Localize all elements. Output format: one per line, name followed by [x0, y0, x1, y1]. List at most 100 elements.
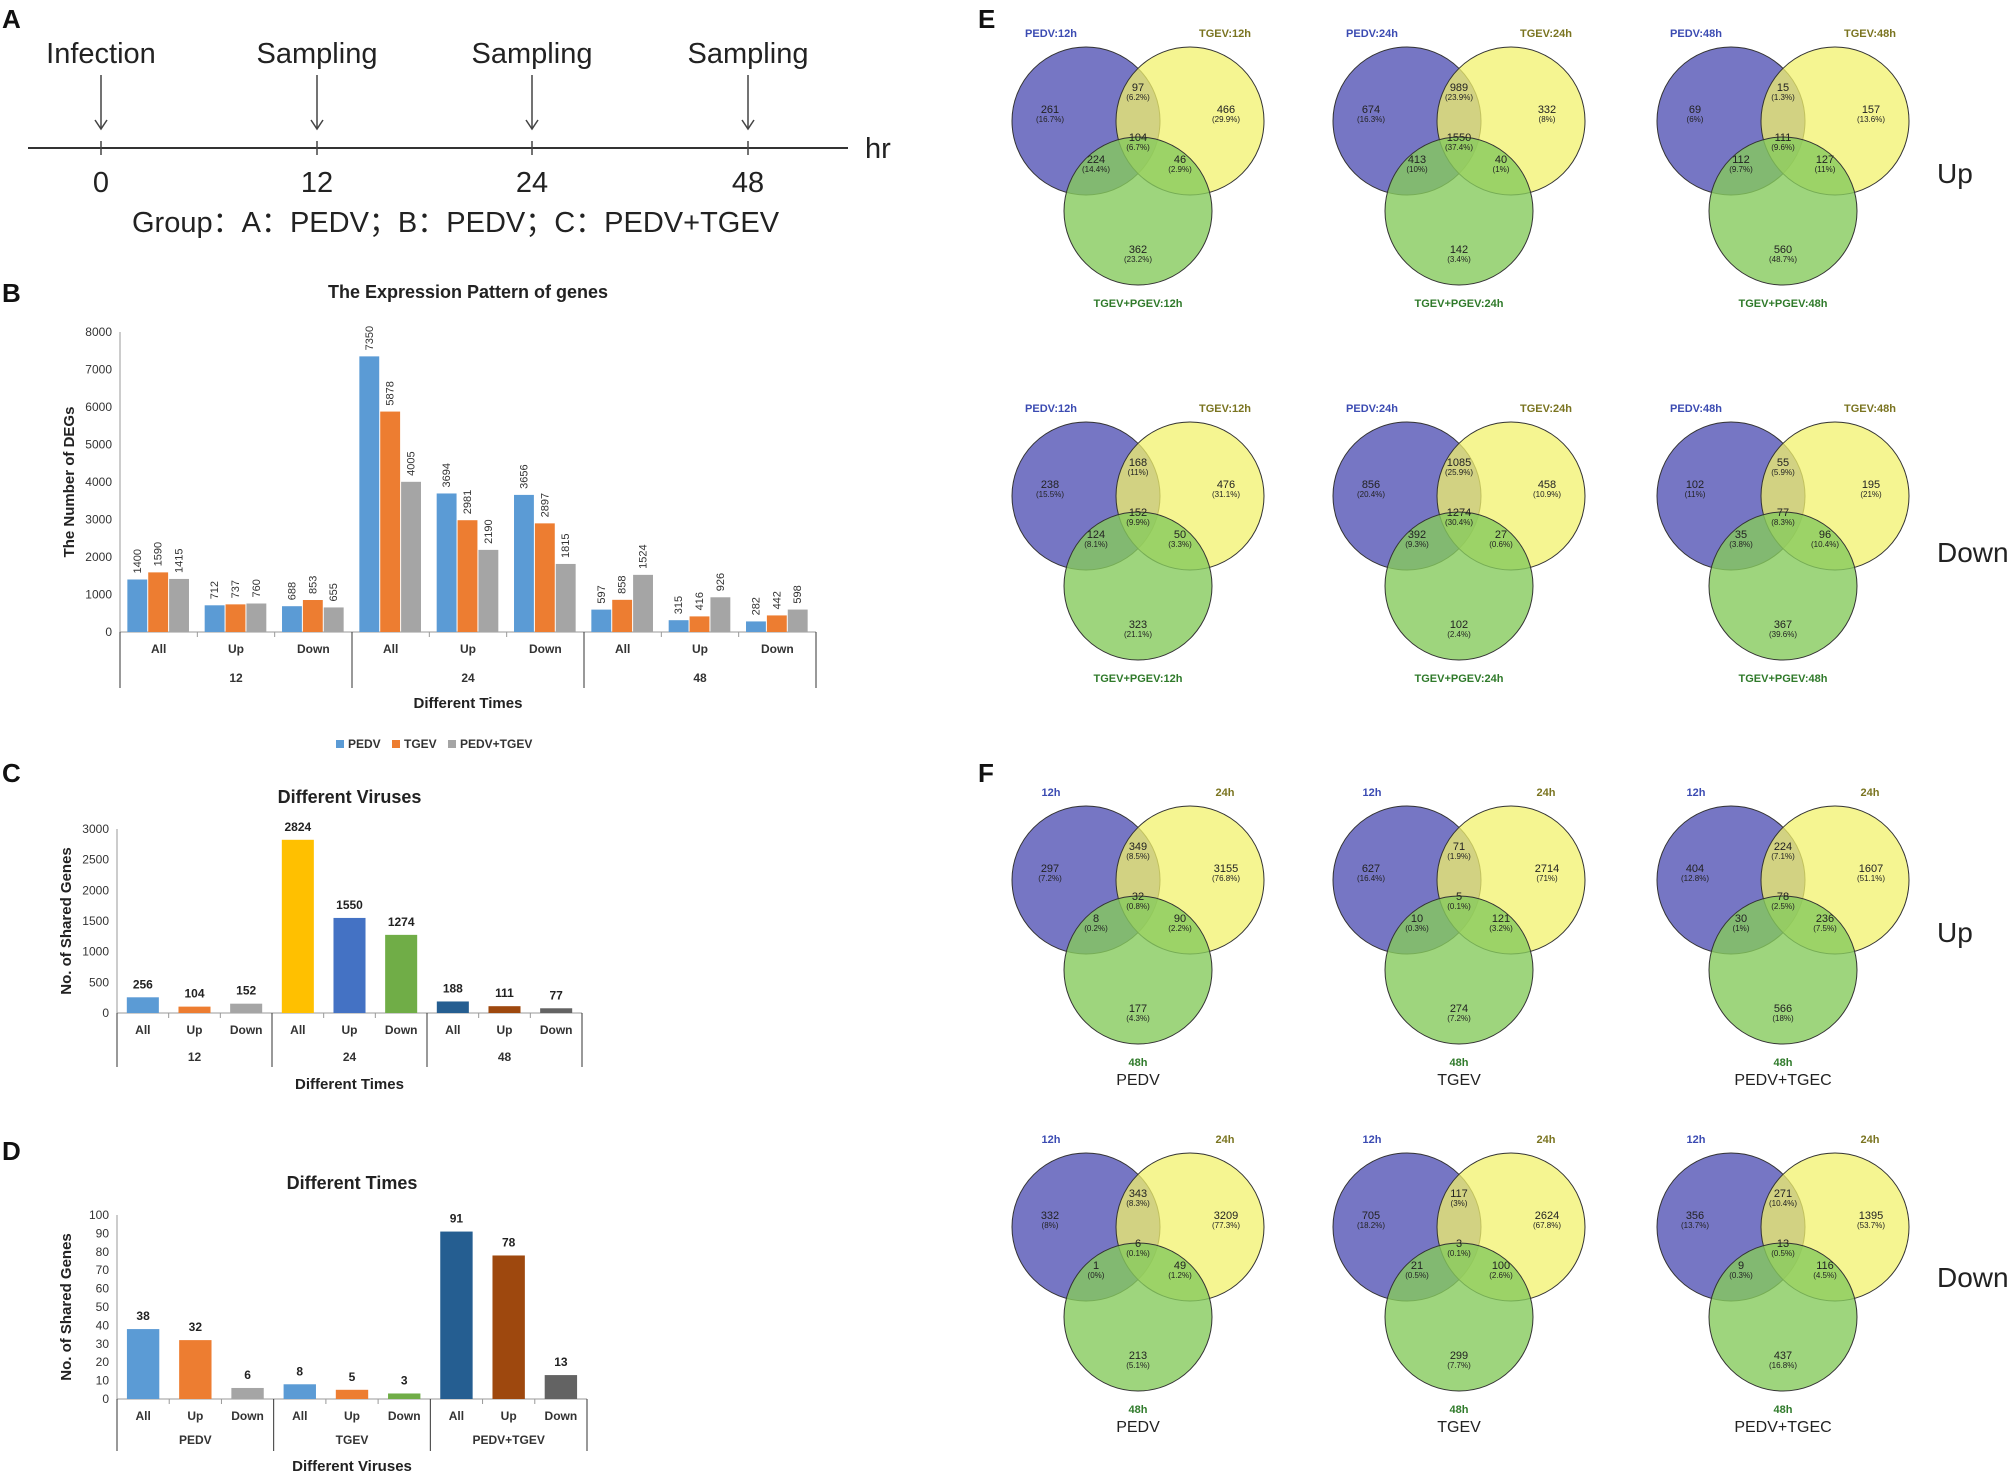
venn-region-percent: (7.5%) — [1813, 924, 1837, 933]
venn-circle-c — [1708, 511, 1858, 661]
bar-value-label: 926 — [715, 573, 727, 591]
venn-region-percent: (6.7%) — [1126, 143, 1150, 152]
venn-set-label-b: TGEV:12h — [1199, 403, 1251, 415]
bar-value-label: 1550 — [336, 898, 363, 912]
venn-circle-c — [1384, 511, 1534, 661]
bar-value-label: 13 — [554, 1355, 568, 1369]
venn-set-label-a: PEDV:12h — [1025, 28, 1077, 40]
bar — [385, 934, 418, 1013]
bar — [612, 599, 633, 632]
venn-region-count: 77 — [1777, 507, 1789, 519]
venn-region-percent: (53.7%) — [1857, 1221, 1885, 1230]
venn-title: PEDV — [1116, 1072, 1160, 1089]
venn-set-label-b: 24h — [1861, 1134, 1880, 1146]
x-category-label: Down — [545, 1409, 578, 1423]
venn-region-percent: (13.6%) — [1857, 115, 1885, 124]
venn-region-percent: (21%) — [1860, 490, 1882, 499]
x-group-label: 48 — [693, 671, 707, 685]
bar — [633, 574, 653, 632]
venn-region-percent: (20.4%) — [1357, 490, 1385, 499]
venn-region-count: 117 — [1450, 1188, 1468, 1200]
venn-region-count: 674 — [1362, 104, 1380, 116]
venn-region-percent: (0.1%) — [1447, 902, 1471, 911]
bar-value-label: 1815 — [560, 533, 572, 557]
venn-region-count: 111 — [1775, 132, 1792, 144]
bar-value-label: 598 — [792, 585, 804, 603]
bar — [333, 917, 366, 1013]
venn-diagram: PEDV:48h TGEV:48h TGEV+PGEV:48h 102(11%) 195… — [1656, 403, 1910, 685]
venn-region-percent: (16.4%) — [1357, 874, 1385, 883]
y-axis-label: No. of Shared Genes — [58, 1233, 75, 1381]
venn-title: PEDV+TGEC — [1734, 1072, 1831, 1089]
bar-value-label: 5878 — [385, 381, 397, 405]
venn-region-percent: (0.3%) — [1729, 1271, 1753, 1280]
venn-region-percent: (8.1%) — [1084, 540, 1108, 549]
arrow-head-sampling-24 — [525, 119, 539, 131]
bar-value-label: 688 — [286, 582, 298, 600]
venn-set-label-b: 24h — [1216, 1134, 1235, 1146]
bar-value-label: 2824 — [284, 820, 311, 834]
bar-value-label: 2190 — [483, 519, 495, 543]
venn-region-count: 21 — [1411, 1260, 1423, 1272]
x-category-label: All — [151, 642, 166, 656]
x-category-label: Up — [342, 1023, 358, 1037]
x-category-label: All — [292, 1409, 307, 1423]
venn-set-label-c: TGEV+PGEV:48h — [1739, 298, 1828, 310]
x-category-label: Down — [230, 1023, 263, 1037]
bar — [335, 1389, 369, 1399]
chart-title: Different Viruses — [278, 787, 422, 807]
venn-region-count: 49 — [1174, 1260, 1186, 1272]
venn-title: PEDV — [1116, 1419, 1160, 1436]
bar — [534, 523, 555, 632]
bar — [126, 997, 159, 1013]
venn-region-percent: (7.1%) — [1771, 852, 1795, 861]
venn-set-label-b: TGEV:24h — [1520, 403, 1572, 415]
bar-value-label: 853 — [307, 576, 319, 594]
chart-different-viruses: Different Viruses 0 500 1000 1500 2000 2500 300… — [58, 787, 583, 1093]
venn-circle-c — [1384, 1242, 1534, 1392]
bar-value-label: 1274 — [388, 915, 415, 929]
venn-region-count: 35 — [1735, 529, 1747, 541]
panel-label-e: E — [978, 4, 995, 34]
y-tick-label: 8000 — [85, 325, 112, 339]
venn-region-count: 40 — [1495, 154, 1507, 166]
venn-region-percent: (9.3%) — [1405, 540, 1429, 549]
venn-region-count: 157 — [1862, 104, 1880, 116]
venn-set-label-a: PEDV:12h — [1025, 403, 1077, 415]
venn-region-percent: (5.9%) — [1771, 468, 1795, 477]
x-category-label: Down — [540, 1023, 573, 1037]
bar — [540, 1008, 573, 1013]
venn-region-count: 458 — [1538, 479, 1556, 491]
venn-region-count: 50 — [1174, 529, 1186, 541]
venn-region-count: 69 — [1689, 104, 1701, 116]
venn-diagram: 12h 24h 48h PEDV 297(7.2%) 3155(76.8%) 177(4.3… — [1011, 787, 1265, 1089]
venn-region-count: 97 — [1132, 82, 1144, 94]
venn-set-label-c: 48h — [1450, 1404, 1469, 1416]
timeline-unit: hr — [865, 133, 891, 165]
venn-region-count: 27 — [1495, 529, 1507, 541]
bar-value-label: 38 — [136, 1309, 150, 1323]
venn-set-label-a: PEDV:24h — [1346, 28, 1398, 40]
venn-region-percent: (3%) — [1451, 1199, 1468, 1208]
venn-region-percent: (37.4%) — [1445, 143, 1473, 152]
bar-value-label: 1415 — [174, 548, 186, 572]
bar-value-label: 712 — [209, 581, 221, 599]
bar — [689, 616, 710, 632]
venn-region-count: 168 — [1129, 457, 1147, 469]
timeline-event-0: Infection — [46, 38, 156, 70]
venn-diagram: PEDV:24h TGEV:24h TGEV+PGEV:24h 856(20.4%) 4… — [1332, 403, 1586, 685]
bar — [178, 1006, 211, 1013]
bar-value-label: 3656 — [518, 464, 530, 488]
y-tick-label: 50 — [96, 1300, 110, 1314]
venn-region-count: 2714 — [1535, 863, 1559, 875]
venn-region-percent: (0.3%) — [1405, 924, 1429, 933]
venn-region-count: 3155 — [1214, 863, 1238, 875]
venn-region-percent: (1.3%) — [1771, 93, 1795, 102]
venn-region-percent: (9.6%) — [1771, 143, 1795, 152]
bar — [514, 494, 534, 632]
venn-region-percent: (8.3%) — [1771, 518, 1795, 527]
venn-region-count: 476 — [1217, 479, 1235, 491]
bar — [591, 609, 612, 632]
x-category-label: Up — [501, 1409, 517, 1423]
